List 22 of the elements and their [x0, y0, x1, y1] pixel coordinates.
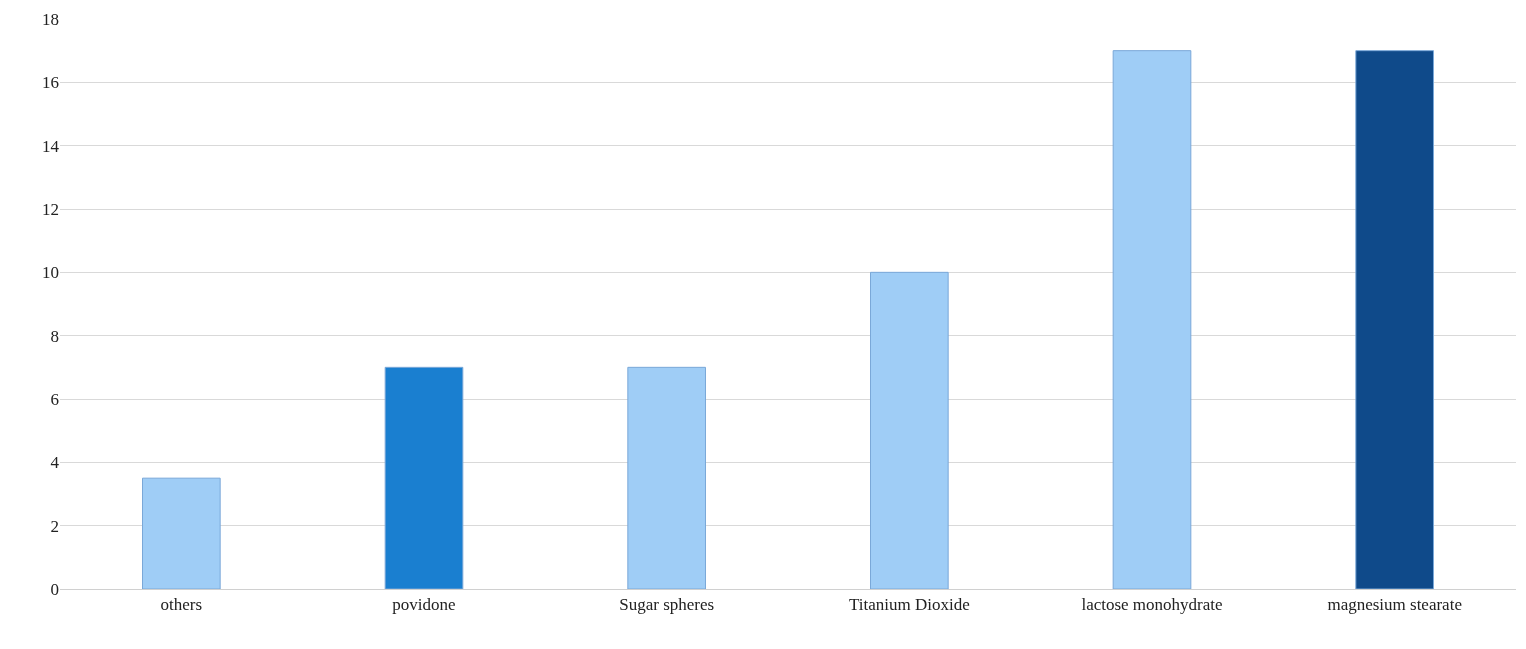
y-tick-label: 10: [42, 263, 59, 283]
bar: [1112, 50, 1192, 589]
bar: [870, 271, 949, 589]
x-tick-label: magnesium stearate: [1327, 595, 1462, 615]
y-tick-label: 12: [42, 199, 59, 219]
y-tick-label: 4: [50, 453, 60, 473]
y-tick-label: 2: [50, 516, 59, 536]
x-tick-label: lactose monohydrate: [1081, 595, 1223, 615]
bar: [1355, 50, 1434, 589]
x-tick-label: povidone: [392, 595, 456, 615]
y-tick-label: 18: [42, 9, 59, 29]
x-tick-label: Sugar spheres: [619, 595, 715, 615]
bar: [142, 477, 221, 589]
y-tick-label: 8: [50, 326, 59, 346]
y-tick-label: 0: [50, 579, 59, 599]
y-tick-label: 16: [42, 73, 59, 93]
bar: [627, 366, 706, 589]
x-tick-label: others: [160, 595, 203, 615]
x-tick-label: Titanium Dioxide: [848, 595, 970, 615]
bar: [384, 366, 464, 589]
y-tick-label: 6: [50, 389, 59, 409]
y-tick-label: 14: [42, 136, 60, 156]
